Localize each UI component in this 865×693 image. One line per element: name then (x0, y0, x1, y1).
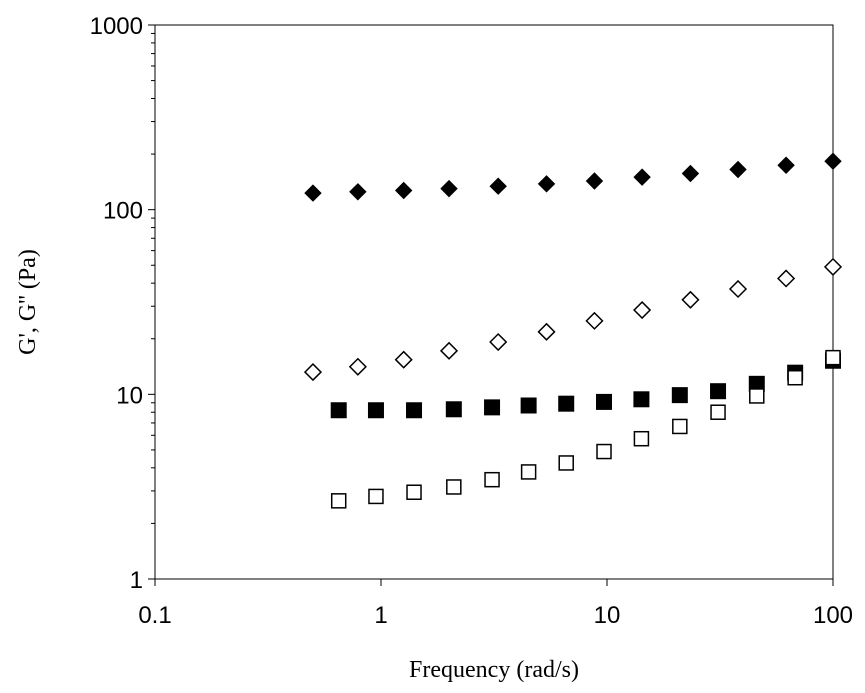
x-tick-label: 1 (374, 602, 387, 629)
y-tick-label: 1000 (90, 13, 143, 40)
data-point (777, 156, 795, 174)
data-point (520, 464, 537, 480)
data-point (596, 443, 612, 460)
data-point (585, 311, 604, 330)
data-point (787, 369, 803, 386)
plot-area-frame (154, 24, 834, 580)
data-point (671, 387, 688, 404)
data-point (537, 322, 556, 341)
data-point (681, 164, 700, 183)
y-axis-title: G', G'' (Pa) (15, 249, 41, 355)
data-point (406, 484, 422, 500)
data-point (596, 393, 613, 410)
series-2 (303, 257, 843, 382)
data-point (303, 363, 323, 382)
y-tick-label: 1 (130, 567, 143, 594)
data-points (303, 152, 843, 509)
data-point (777, 269, 796, 288)
x-tick-label: 100 (813, 602, 853, 629)
data-point (330, 493, 347, 509)
data-point (633, 300, 652, 320)
data-point (520, 397, 537, 414)
data-point (824, 152, 842, 170)
series-4 (330, 349, 841, 509)
data-point (672, 418, 688, 435)
data-point (558, 395, 575, 412)
data-point (348, 357, 367, 376)
data-point (439, 341, 459, 360)
data-point (368, 488, 384, 505)
data-point (558, 455, 574, 471)
data-point (825, 349, 841, 366)
data-point (729, 160, 747, 179)
data-point (445, 401, 462, 418)
x-axis-title: Frequency (rad/s) (409, 657, 579, 683)
data-point (681, 290, 700, 309)
data-point (633, 430, 650, 447)
data-point (633, 391, 650, 408)
data-point (633, 168, 651, 186)
data-point (710, 383, 727, 400)
data-point (349, 183, 367, 201)
x-tick-label: 0.1 (138, 602, 171, 629)
series-1 (304, 152, 842, 202)
y-tick-label: 10 (116, 382, 143, 409)
data-point (446, 479, 462, 495)
data-point (406, 402, 423, 419)
data-point (484, 399, 501, 416)
y-tick-label: 100 (103, 198, 143, 225)
data-point (367, 402, 384, 419)
x-tick-label: 10 (594, 602, 621, 629)
data-point (489, 332, 508, 352)
data-point (749, 388, 765, 404)
data-point (728, 279, 748, 299)
data-point (484, 471, 500, 488)
data-point (823, 257, 843, 276)
data-point (330, 402, 347, 419)
data-point (585, 172, 604, 190)
data-point (394, 181, 413, 200)
axes: 0.1 1 10 100 1 10 100 1000 (90, 13, 853, 629)
data-point (489, 177, 507, 195)
data-point (394, 350, 413, 369)
data-point (304, 184, 322, 202)
data-point (537, 175, 556, 193)
data-point (710, 404, 726, 420)
data-point (440, 179, 458, 198)
